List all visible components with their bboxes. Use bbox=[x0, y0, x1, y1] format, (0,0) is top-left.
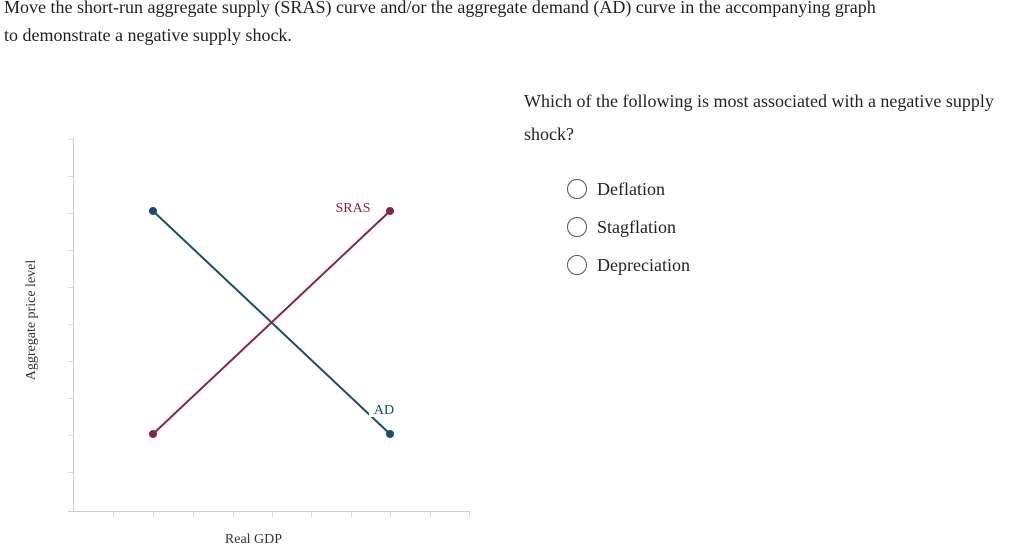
y-axis-label: Aggregate price level bbox=[24, 259, 39, 381]
ad-handle-bottom[interactable] bbox=[386, 430, 394, 438]
answer-options: Deflation Stagflation Depreciation bbox=[567, 170, 690, 284]
option-label: Deflation bbox=[597, 178, 665, 199]
sras-label: SRAS bbox=[335, 201, 370, 216]
sras-handle-top[interactable] bbox=[386, 207, 394, 215]
x-axis-ticks bbox=[113, 512, 470, 517]
sras-curve[interactable] bbox=[152, 210, 391, 435]
instructions: Move the short-run aggregate supply (SRA… bbox=[4, 0, 1004, 49]
option-depreciation[interactable]: Depreciation bbox=[567, 246, 690, 284]
supply-demand-graph[interactable]: SRAS AD bbox=[0, 0, 500, 551]
radio-button[interactable] bbox=[567, 179, 587, 199]
instructions-line-2: to demonstrate a negative supply shock. bbox=[4, 25, 292, 45]
option-label: Stagflation bbox=[597, 216, 676, 237]
option-label: Depreciation bbox=[597, 254, 690, 275]
sras-handle-bottom[interactable] bbox=[149, 430, 157, 438]
question-text: Which of the following is most associate… bbox=[524, 91, 994, 144]
option-stagflation[interactable]: Stagflation bbox=[567, 208, 690, 246]
x-axis-label: Real GDP bbox=[224, 532, 283, 547]
option-deflation[interactable]: Deflation bbox=[567, 170, 690, 208]
y-axis-ticks bbox=[68, 139, 73, 473]
instructions-line-1: Move the short-run aggregate supply (SRA… bbox=[4, 0, 876, 17]
radio-button[interactable] bbox=[567, 217, 587, 237]
ad-handle-top[interactable] bbox=[149, 207, 157, 215]
ad-label: AD bbox=[374, 403, 394, 418]
radio-button[interactable] bbox=[567, 255, 587, 275]
